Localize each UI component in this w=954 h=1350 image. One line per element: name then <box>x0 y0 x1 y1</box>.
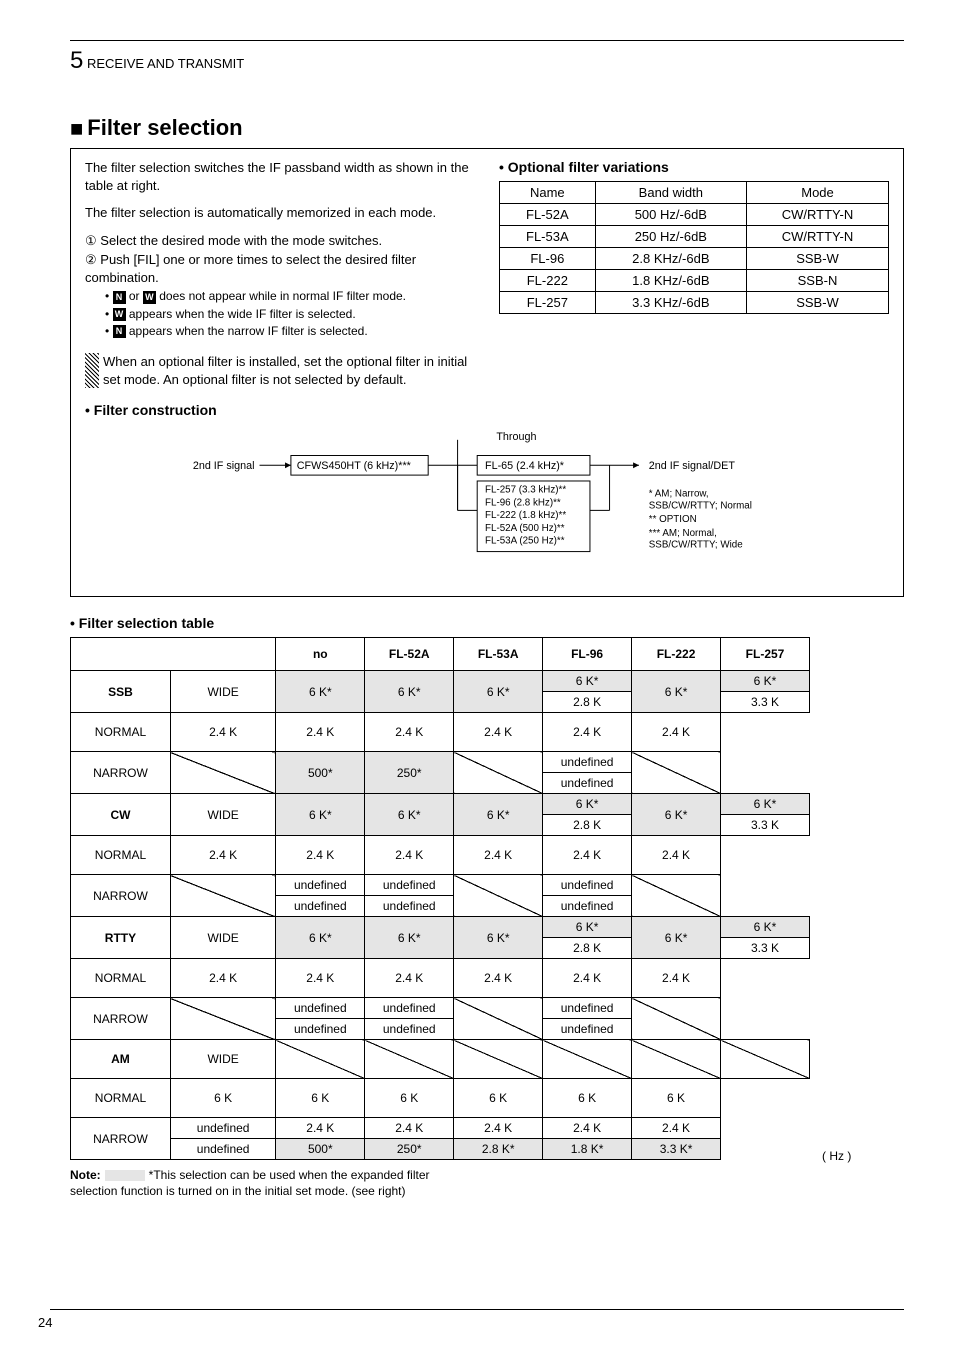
svg-text:** OPTION: ** OPTION <box>649 514 697 525</box>
optional-heading: • Optional filter variations <box>499 159 889 175</box>
svg-text:* AM; Narrow,: * AM; Narrow, <box>649 489 709 500</box>
chapter-header: 5 RECEIVE AND TRANSMIT <box>70 47 904 75</box>
hatch-icon <box>85 353 99 388</box>
svg-text:Through: Through <box>496 431 536 443</box>
filter-selection-table: noFL-52AFL-53AFL-96FL-222FL-257SSBWIDE6 … <box>70 637 810 1160</box>
hz-label: ( Hz ) <box>822 1149 851 1163</box>
selection-heading: • Filter selection table <box>70 615 904 631</box>
svg-text:SSB/CW/RTTY; Wide: SSB/CW/RTTY; Wide <box>649 540 743 551</box>
construction-diagram: 2nd IF signal CFWS450HT (6 kHz)*** Throu… <box>85 428 889 583</box>
svg-text:*** AM; Normal,: *** AM; Normal, <box>649 528 717 539</box>
right-column: • Optional filter variations Name Band w… <box>499 159 889 388</box>
sub-bullets: • N or W does not appear while in normal… <box>85 288 475 339</box>
svg-text:FL-52A (500 Hz)**: FL-52A (500 Hz)** <box>485 523 565 534</box>
optional-filter-table: Name Band width Mode FL-52A500 Hz/-6dBCW… <box>499 181 889 314</box>
filter-selection-section: • Filter selection table noFL-52AFL-53AF… <box>70 615 904 1199</box>
svg-text:2nd IF signal: 2nd IF signal <box>193 460 255 472</box>
intro-p2: The filter selection is automatically me… <box>85 204 475 222</box>
svg-text:FL-96 (2.8 kHz)**: FL-96 (2.8 kHz)** <box>485 498 561 509</box>
filter-construction: • Filter construction 2nd IF signal CFWS… <box>85 402 889 582</box>
opt-th-name: Name <box>500 182 596 204</box>
svg-text:2nd IF signal/DET: 2nd IF signal/DET <box>649 460 736 472</box>
step-1: ① Select the desired mode with the mode … <box>85 232 475 250</box>
construction-heading: • Filter construction <box>85 402 889 418</box>
left-column: The filter selection switches the IF pas… <box>85 159 475 388</box>
section-title: ■Filter selection <box>70 115 904 142</box>
chapter-number: 5 <box>70 47 83 74</box>
intro-p1: The filter selection switches the IF pas… <box>85 159 475 194</box>
svg-text:FL-65 (2.4 kHz)*: FL-65 (2.4 kHz)* <box>485 460 565 472</box>
selection-note: Note:*This selection can be used when th… <box>70 1168 904 1199</box>
shade-swatch <box>105 1170 145 1181</box>
svg-text:SSB/CW/RTTY; Normal: SSB/CW/RTTY; Normal <box>649 501 752 512</box>
page-number: 24 <box>38 1315 52 1330</box>
opt-th-mode: Mode <box>747 182 889 204</box>
main-content-box: The filter selection switches the IF pas… <box>70 148 904 597</box>
svg-text:FL-53A (250 Hz)**: FL-53A (250 Hz)** <box>485 536 565 547</box>
chapter-title: RECEIVE AND TRANSMIT <box>87 56 244 71</box>
opt-th-bw: Band width <box>595 182 746 204</box>
install-note: When an optional filter is installed, se… <box>85 353 475 388</box>
svg-text:CFWS450HT (6 kHz)***: CFWS450HT (6 kHz)*** <box>297 460 412 472</box>
svg-text:FL-257 (3.3 kHz)**: FL-257 (3.3 kHz)** <box>485 485 566 496</box>
step-2: ② Push [FIL] one or more times to select… <box>85 251 475 286</box>
svg-text:FL-222 (1.8 kHz)**: FL-222 (1.8 kHz)** <box>485 510 566 521</box>
